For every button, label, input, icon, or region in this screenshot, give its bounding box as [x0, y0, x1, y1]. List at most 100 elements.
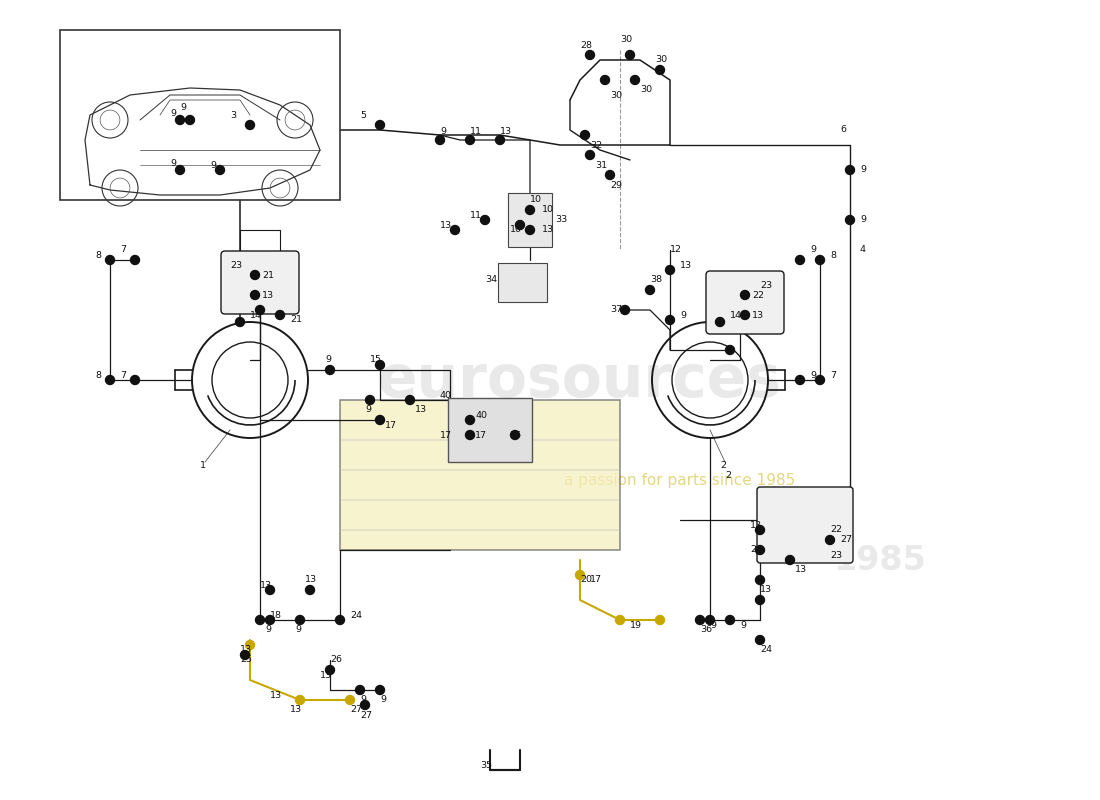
Text: 5: 5 [360, 110, 366, 119]
Circle shape [481, 215, 490, 225]
Text: 16: 16 [510, 430, 522, 439]
Text: 30: 30 [610, 90, 623, 99]
Circle shape [355, 686, 364, 694]
Circle shape [815, 255, 825, 265]
Text: 9: 9 [710, 621, 716, 630]
Text: 17: 17 [385, 421, 397, 430]
Text: 37: 37 [610, 306, 623, 314]
Circle shape [815, 375, 825, 385]
Text: 17: 17 [475, 430, 487, 439]
Text: 1985: 1985 [834, 543, 926, 577]
Text: 9: 9 [365, 406, 371, 414]
Circle shape [756, 575, 764, 585]
Text: 9: 9 [680, 310, 686, 319]
Circle shape [756, 635, 764, 645]
Circle shape [825, 535, 835, 545]
Circle shape [375, 361, 385, 370]
Circle shape [575, 570, 584, 579]
Text: 9: 9 [295, 626, 301, 634]
Text: 9: 9 [170, 158, 176, 167]
Text: 13: 13 [750, 521, 762, 530]
Circle shape [740, 290, 749, 299]
Text: 9: 9 [265, 626, 271, 634]
Text: 13: 13 [415, 406, 427, 414]
Text: 17: 17 [440, 430, 452, 439]
FancyBboxPatch shape [221, 251, 299, 314]
Text: 22: 22 [752, 290, 764, 299]
Circle shape [275, 310, 285, 319]
Circle shape [620, 306, 629, 314]
FancyBboxPatch shape [498, 263, 547, 302]
Circle shape [601, 75, 609, 85]
Text: eurosources: eurosources [378, 351, 782, 409]
Text: 24: 24 [350, 610, 362, 619]
FancyBboxPatch shape [508, 193, 552, 247]
Text: 13: 13 [320, 670, 332, 679]
Circle shape [326, 366, 334, 374]
Circle shape [245, 121, 254, 130]
Text: 14: 14 [250, 310, 262, 319]
Text: 8: 8 [95, 370, 101, 379]
Text: 32: 32 [590, 141, 602, 150]
Circle shape [616, 615, 625, 625]
Circle shape [235, 318, 244, 326]
Circle shape [726, 615, 735, 625]
Text: 23: 23 [830, 550, 843, 559]
Circle shape [465, 430, 474, 439]
Text: 9: 9 [740, 621, 746, 630]
Text: 31: 31 [595, 161, 607, 170]
Circle shape [756, 546, 764, 554]
Circle shape [526, 206, 535, 214]
Text: 27: 27 [840, 535, 852, 545]
Circle shape [785, 555, 794, 565]
FancyBboxPatch shape [448, 398, 532, 462]
Text: 8: 8 [830, 250, 836, 259]
Text: 15: 15 [370, 355, 382, 365]
Circle shape [216, 166, 224, 174]
Text: 2: 2 [725, 470, 732, 479]
Circle shape [345, 695, 354, 705]
Circle shape [795, 255, 804, 265]
Circle shape [131, 255, 140, 265]
Circle shape [846, 166, 855, 174]
Text: 28: 28 [580, 41, 592, 50]
Circle shape [251, 290, 260, 299]
Text: 25: 25 [240, 655, 252, 665]
Circle shape [581, 130, 590, 139]
Text: 9: 9 [379, 695, 386, 705]
Text: 13: 13 [440, 221, 452, 230]
Circle shape [756, 595, 764, 605]
Text: 38: 38 [650, 275, 662, 285]
Text: 9: 9 [324, 355, 331, 365]
Text: 13: 13 [500, 127, 513, 137]
Text: 33: 33 [556, 215, 568, 225]
Text: 7: 7 [120, 370, 127, 379]
Text: 35: 35 [480, 761, 492, 770]
Circle shape [846, 215, 855, 225]
Text: 2: 2 [720, 461, 726, 470]
Circle shape [306, 586, 315, 594]
Text: 12: 12 [670, 246, 682, 254]
Text: 40: 40 [440, 390, 452, 399]
Circle shape [265, 586, 275, 594]
Text: 18: 18 [270, 610, 282, 619]
Text: 29: 29 [610, 181, 621, 190]
Text: 10: 10 [530, 195, 542, 205]
Circle shape [241, 650, 250, 659]
Text: 9: 9 [440, 127, 446, 137]
Text: 13: 13 [680, 261, 692, 270]
Text: 24: 24 [760, 646, 772, 654]
Text: 23: 23 [230, 261, 242, 270]
Circle shape [336, 615, 344, 625]
Circle shape [656, 66, 664, 74]
Text: 13: 13 [240, 646, 252, 654]
Circle shape [795, 375, 804, 385]
Circle shape [465, 135, 474, 145]
Text: 30: 30 [640, 86, 652, 94]
Circle shape [176, 115, 185, 125]
Text: a passion for parts since 1985: a passion for parts since 1985 [564, 473, 795, 487]
Circle shape [715, 318, 725, 326]
Text: 13: 13 [795, 566, 807, 574]
Text: 21: 21 [262, 270, 274, 279]
Circle shape [106, 375, 114, 385]
